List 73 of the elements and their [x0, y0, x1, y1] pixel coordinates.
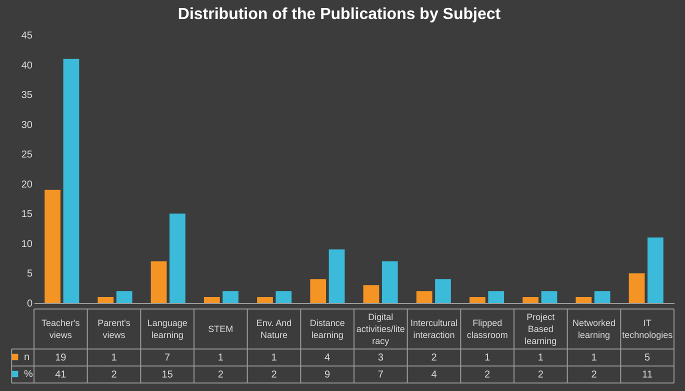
data-label: 19: [55, 352, 67, 364]
y-tick-label: 35: [21, 90, 33, 102]
data-label: 11: [642, 370, 653, 380]
bar: [488, 291, 504, 303]
x-tick-label: Digital activities/literacy: [356, 312, 405, 346]
bar: [310, 279, 326, 303]
bar: [98, 297, 114, 303]
x-tick-label: Env. And Nature: [256, 318, 292, 340]
x-tick-label: Flipped classroom: [466, 318, 508, 340]
bar: [44, 190, 60, 303]
data-label: 41: [55, 370, 67, 380]
x-tick-label: Parent's views: [98, 318, 131, 340]
bar: [382, 261, 398, 303]
bar: [204, 297, 220, 303]
bar: [628, 273, 645, 303]
y-tick-label: 25: [21, 150, 33, 161]
bar: [276, 291, 292, 303]
data-label: 1: [271, 352, 278, 364]
x-tick-label: Project Based learning: [524, 312, 557, 346]
data-label: 7: [378, 370, 384, 380]
bar: [576, 297, 592, 303]
bar: [257, 297, 273, 303]
data-label: 1: [218, 352, 224, 364]
y-tick-label: 45: [21, 30, 33, 42]
bar: [363, 285, 380, 303]
data-label: 2: [271, 370, 278, 380]
x-tick-label: STEM: [208, 324, 234, 334]
data-label: 1: [111, 352, 118, 364]
x-tick-label: Language learning: [147, 318, 188, 340]
y-tick-label: 30: [21, 120, 33, 131]
y-tick-label: 0: [26, 298, 33, 310]
data-label: 2: [431, 352, 438, 364]
y-tick-label: 15: [21, 209, 33, 220]
data-label: 2: [538, 370, 544, 380]
data-label: 4: [324, 352, 331, 364]
bar: [541, 291, 558, 303]
x-tick-label: Teacher's views: [42, 318, 80, 340]
legend-label: %: [24, 369, 33, 380]
bar: [470, 297, 486, 303]
data-label: 1: [591, 352, 598, 364]
bar: [594, 291, 610, 303]
y-tick-label: 40: [21, 60, 33, 72]
y-tick-label: 5: [26, 268, 33, 280]
chart-title: Distribution of the Publications by Subject: [178, 6, 502, 23]
data-label: 4: [431, 370, 438, 380]
data-label: 2: [484, 370, 491, 380]
x-tick-label: Networked learning: [572, 318, 616, 340]
bar: [522, 297, 538, 303]
data-label: 2: [111, 370, 118, 380]
bar: [63, 58, 80, 303]
legend-label: n: [24, 352, 30, 363]
data-label: 2: [218, 370, 224, 380]
data-label: 15: [162, 370, 174, 380]
data-label: 5: [644, 352, 651, 364]
y-tick-label: 10: [21, 238, 33, 250]
bar: [222, 291, 238, 303]
data-label: 1: [484, 352, 491, 364]
bar: [116, 291, 132, 303]
data-label: 2: [591, 370, 598, 380]
x-tick-label: Distance learning: [310, 318, 345, 340]
bar: [416, 291, 432, 303]
bar: [170, 214, 186, 303]
bar: [435, 279, 451, 303]
x-tick-label: Intercultural interaction: [410, 318, 458, 340]
y-tick-label: 20: [21, 179, 33, 190]
data-label: 7: [164, 352, 171, 364]
bar: [150, 261, 167, 303]
data-label: 1: [538, 352, 544, 364]
bar: [648, 237, 664, 303]
data-label: 3: [378, 352, 384, 364]
bar: [328, 249, 345, 303]
x-tick-label: IT technologies: [622, 318, 674, 340]
data-label: 9: [324, 370, 331, 380]
